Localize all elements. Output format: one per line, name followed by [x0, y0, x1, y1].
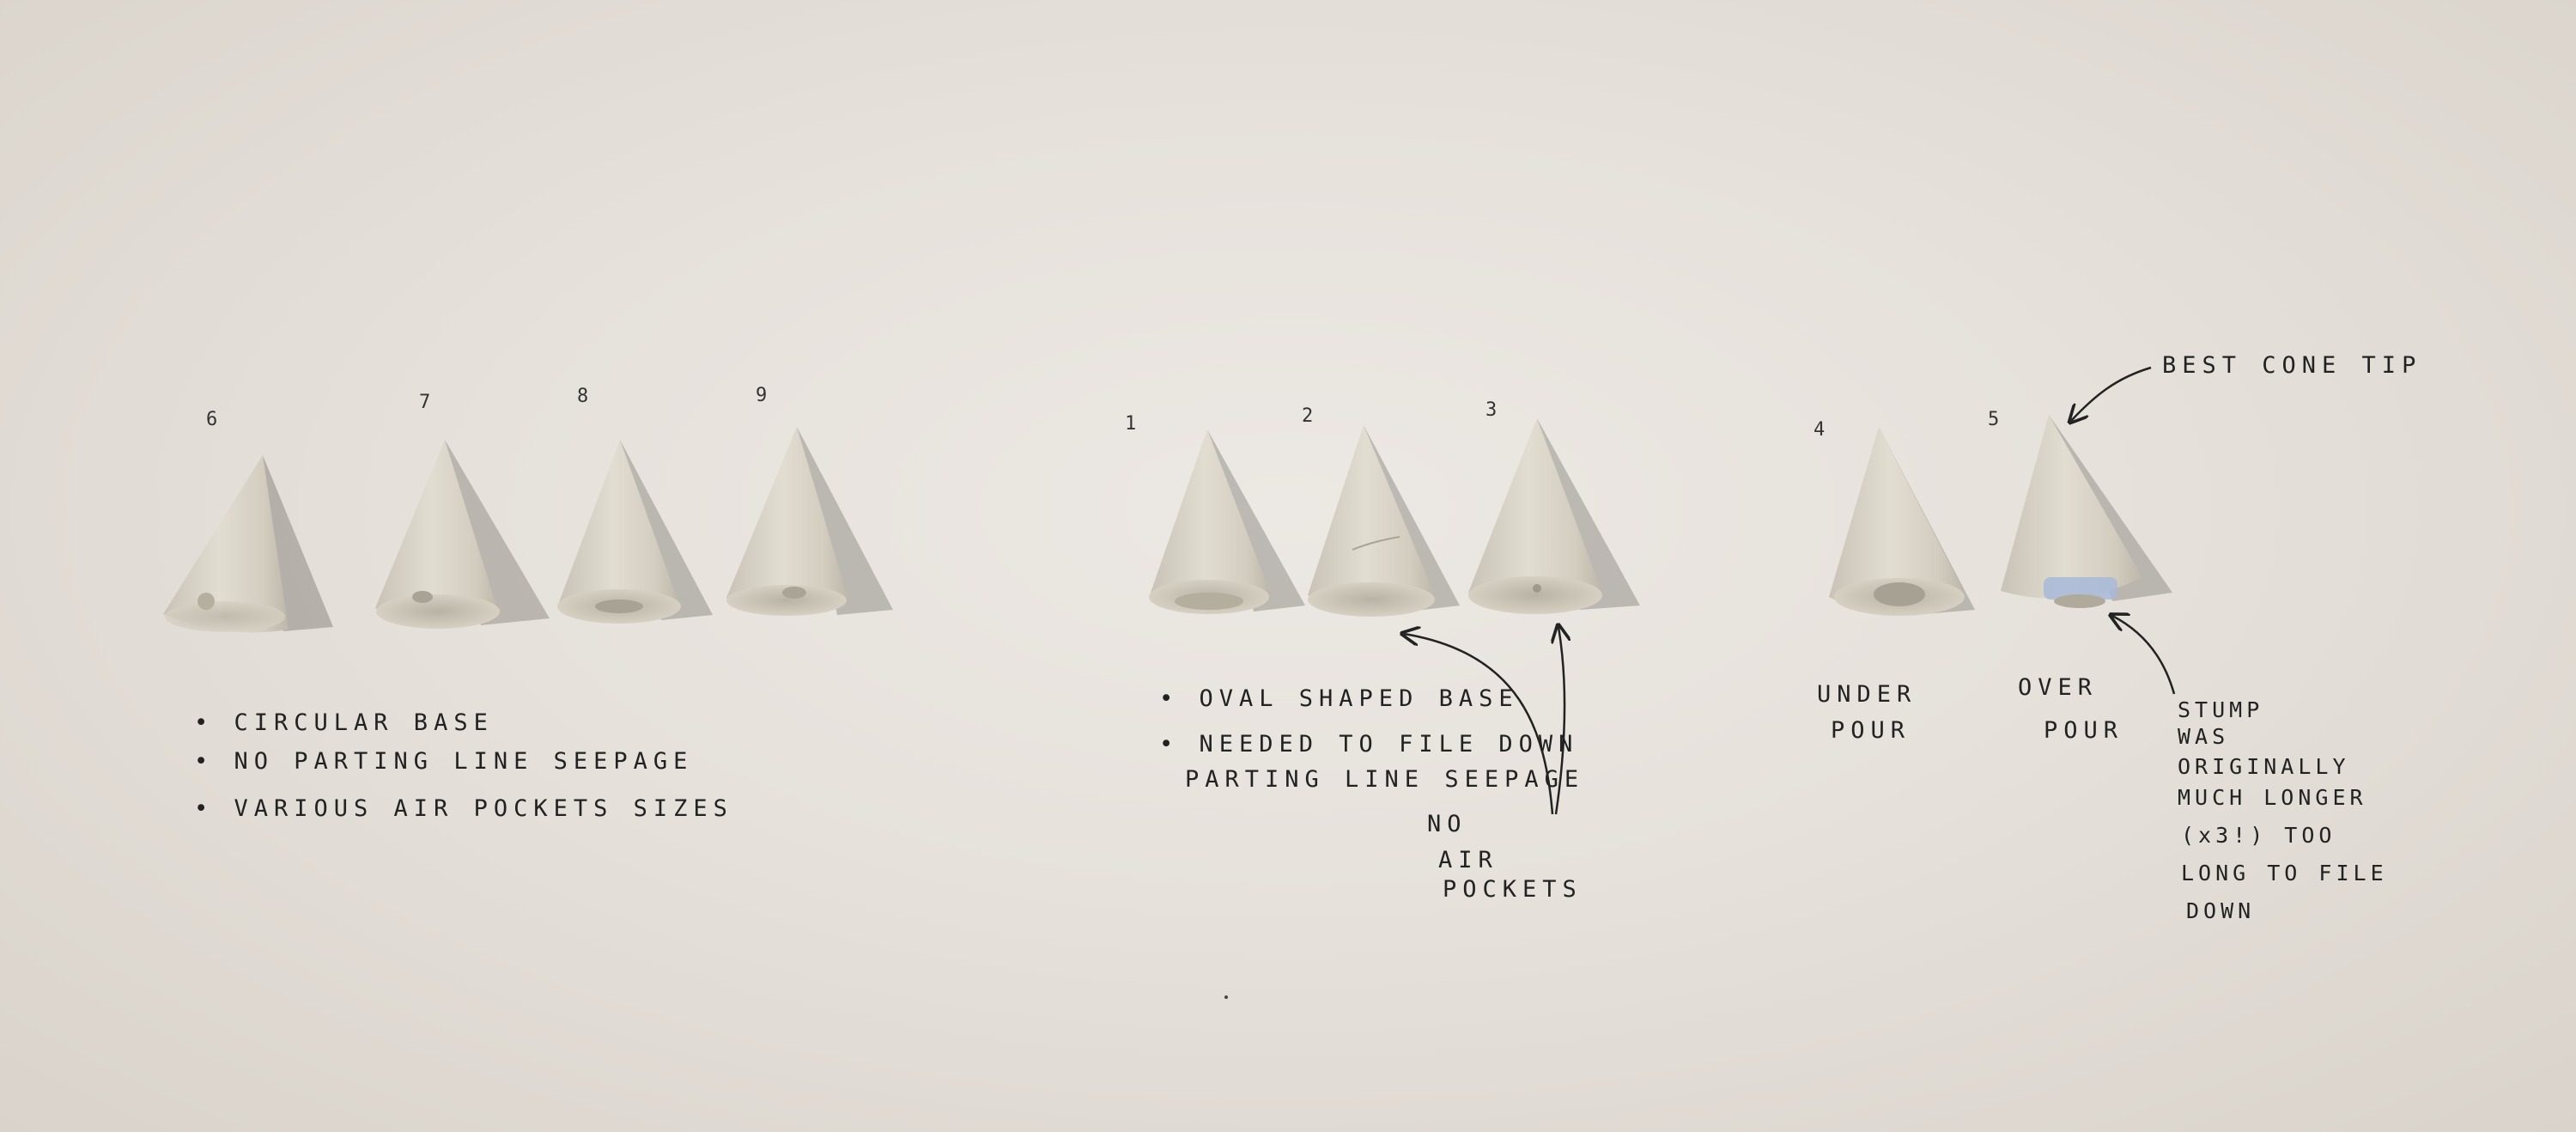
middle-note-2: • NEEDED TO FILE DOWN: [1159, 731, 1579, 758]
arrow-to-cone-2: [1404, 634, 1554, 815]
stump-note-1: STUMP: [2178, 697, 2264, 722]
cone-number-2: 2: [1302, 405, 1314, 427]
left-note-2: • NO PARTING LINE SEEPAGE: [194, 748, 694, 775]
no-air-pockets-1: NO: [1427, 811, 1467, 837]
middle-note-1: • OVAL SHAPED BASE: [1159, 685, 1519, 712]
no-air-pockets-2: AIR: [1438, 847, 1498, 873]
cone-5: [2001, 415, 2172, 608]
stump-note-2: WAS: [2178, 724, 2230, 749]
cone-3: [1468, 418, 1640, 614]
cone-number-6: 6: [206, 409, 218, 430]
over-label-2: POUR: [2044, 717, 2124, 744]
cone-number-7: 7: [419, 392, 431, 413]
cone-number-9: 9: [756, 385, 768, 406]
no-air-pockets-3: POCKETS: [1443, 876, 1583, 903]
blue-tape: [2044, 577, 2117, 599]
cone-2: [1308, 425, 1460, 617]
stump-note-3: ORIGINALLY: [2178, 754, 2350, 779]
cone-9: [726, 427, 893, 616]
under-label-1: UNDER: [1817, 681, 1917, 708]
arrow-to-cone-3: [1556, 627, 1564, 815]
stump-note-6: LONG TO FILE: [2181, 861, 2388, 886]
cone-7: [375, 440, 550, 629]
stump-note-5: (x3!) TOO: [2181, 823, 2336, 848]
over-label-1: OVER: [2018, 674, 2099, 701]
cone-number-5: 5: [1988, 409, 2000, 430]
left-note-1: • CIRCULAR BASE: [194, 709, 494, 736]
ink-dot: [1224, 995, 1228, 999]
arrow-to-best-tip: [2071, 366, 2152, 421]
cone-8: [557, 440, 713, 624]
cone-number-1: 1: [1125, 413, 1137, 435]
middle-note-3: PARTING LINE SEEPAGE: [1185, 766, 1585, 793]
cone-4: [1829, 427, 1975, 616]
best-cone-tip-label: BEST CONE TIP: [2162, 352, 2422, 379]
cone-6: [163, 455, 333, 633]
cone-number-3: 3: [1485, 399, 1498, 421]
stump-note-4: MUCH LONGER: [2178, 785, 2367, 810]
cone-number-8: 8: [577, 386, 589, 407]
left-note-3: • VARIOUS AIR POCKETS SIZES: [194, 795, 733, 822]
stump-note-7: DOWN: [2186, 898, 2256, 923]
under-label-2: POUR: [1831, 717, 1911, 744]
cone-number-4: 4: [1814, 419, 1826, 441]
cone-1: [1149, 429, 1305, 614]
arrow-to-stump: [2112, 616, 2176, 695]
